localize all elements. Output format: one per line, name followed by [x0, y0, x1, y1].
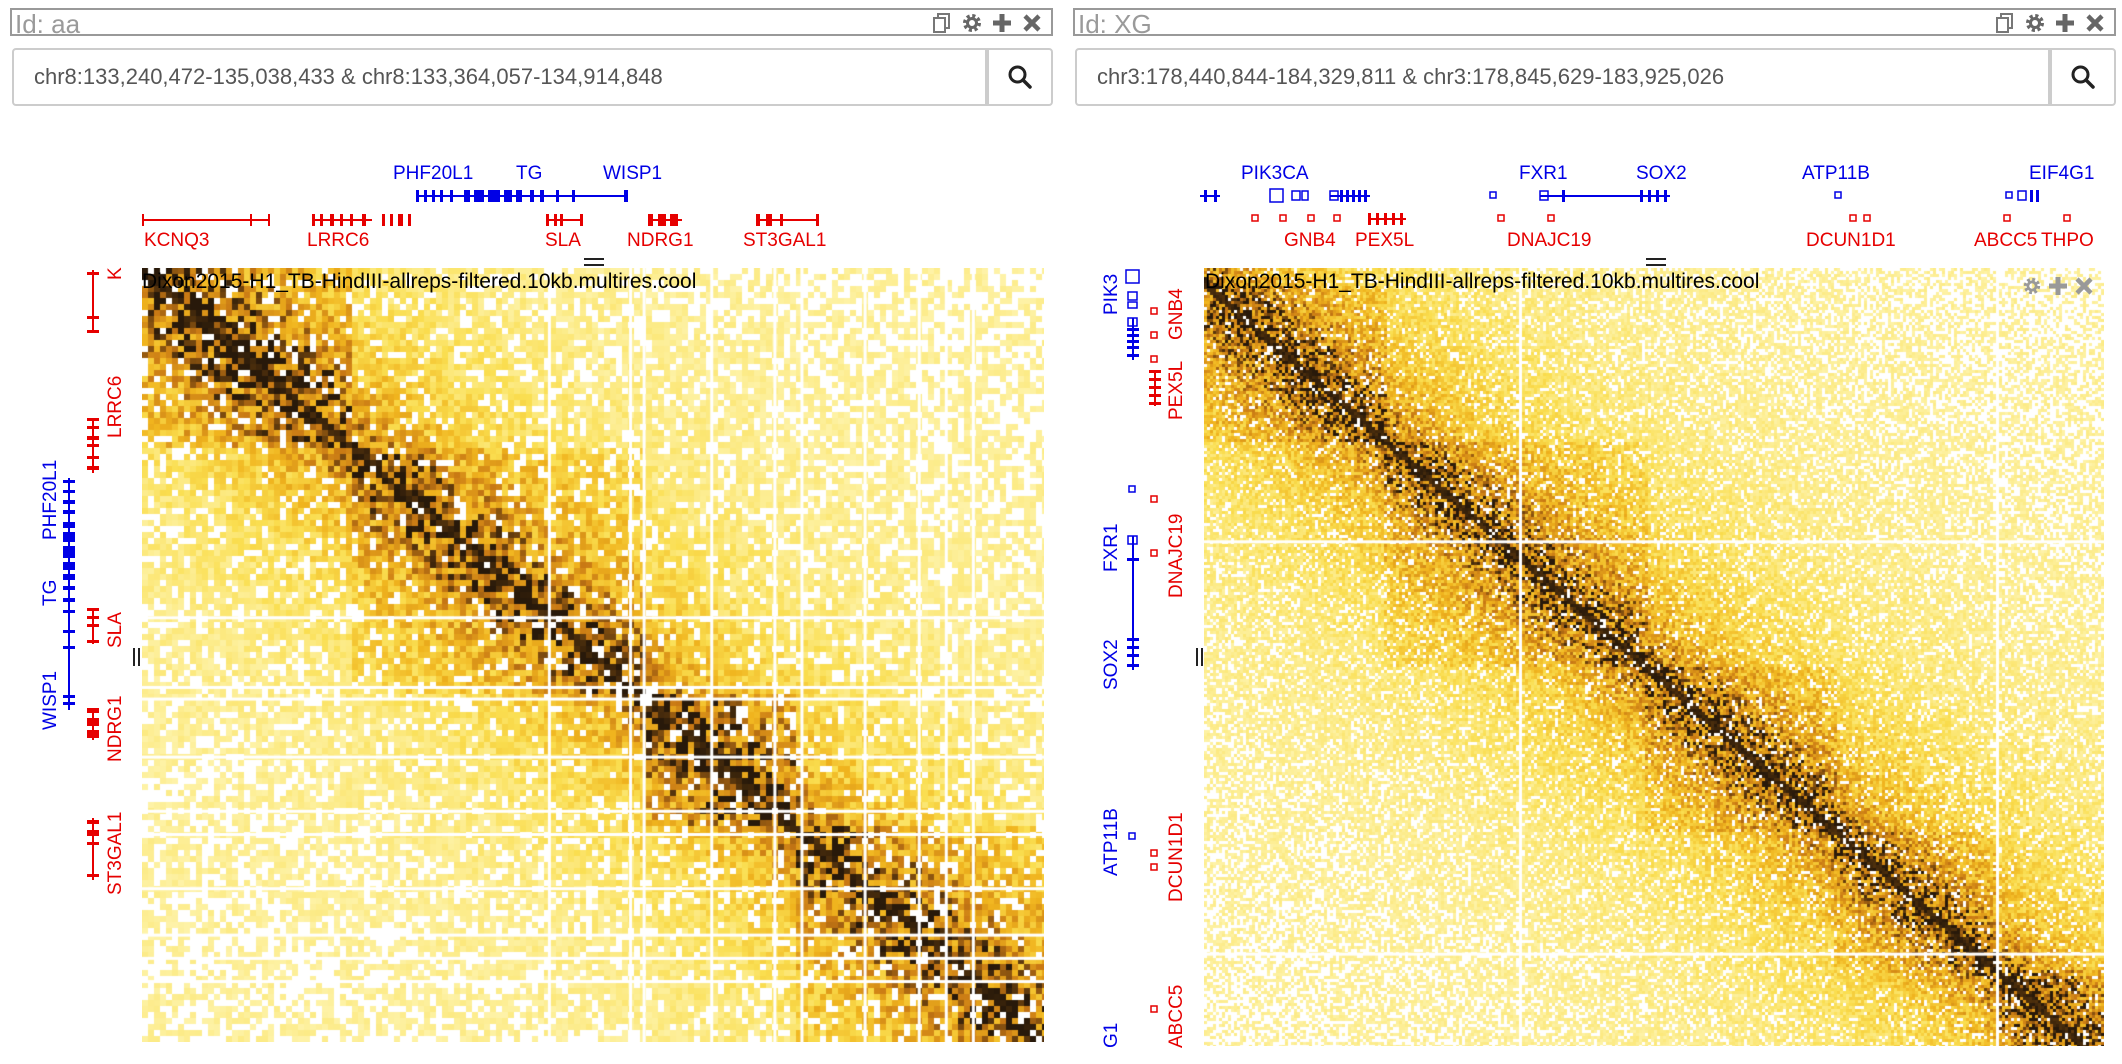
view-id-label: Id: aa [15, 9, 81, 39]
gene-label: PIK3CA [1241, 163, 1309, 184]
gene-label: EIF4G1 [2029, 163, 2095, 184]
top-gene-red-bars [142, 214, 819, 226]
plus-icon[interactable] [991, 12, 1013, 34]
gene-label: WISP1 [603, 163, 663, 184]
resize-handle-vertical[interactable] [138, 648, 140, 666]
gene-label: PHF20L1 [393, 163, 474, 184]
track-controls [2022, 276, 2094, 301]
top-gene-blue-bars [416, 190, 628, 202]
resize-handle-vertical[interactable] [1201, 648, 1203, 666]
resize-handle-vertical[interactable] [1196, 648, 1198, 666]
resize-handle-horizontal[interactable] [1646, 258, 1666, 260]
location-search-box[interactable] [12, 48, 987, 106]
gene-label: SLA [105, 612, 126, 648]
gene-label: ABCC5 [1166, 984, 1187, 1048]
gene-label: PEX5L [1355, 230, 1415, 251]
left-gene-blue-bars [63, 478, 75, 710]
gene-label: ABCC5 [1974, 230, 2038, 251]
gene-label: LRRC6 [307, 230, 370, 251]
heatmap-track[interactable]: Dixon2015-H1_TB-HindIII-allreps-filtered… [1204, 268, 2104, 1046]
gear-icon[interactable] [2024, 12, 2046, 34]
gene-label: NDRG1 [105, 695, 126, 762]
gene-label: DCUN1D1 [1806, 230, 1896, 251]
left-gene-red-bars [87, 270, 99, 880]
gene-label: THPO [2041, 230, 2094, 251]
gene-label: PEX5L [1166, 360, 1187, 420]
gene-label: ST3GAL1 [105, 811, 126, 895]
location-input[interactable] [1077, 50, 2048, 104]
gear-icon[interactable] [961, 12, 983, 34]
resize-handle-horizontal[interactable] [584, 264, 604, 266]
gene-label: DNAJC19 [1166, 513, 1187, 598]
close-icon[interactable] [1021, 12, 1043, 34]
gene-label: ATP11B [1101, 808, 1122, 876]
gene-label: DCUN1D1 [1166, 812, 1187, 902]
left-gene-red-bars [1149, 307, 1161, 1013]
top-gene-red-bars [1251, 213, 2071, 225]
gene-label: SLA [545, 230, 581, 251]
gene-label: ST3GAL1 [743, 230, 827, 251]
gene-label: GNB4 [1284, 230, 1336, 251]
heatmap-canvas[interactable] [1204, 268, 2104, 1046]
gene-label: LRRC6 [105, 375, 126, 438]
close-icon[interactable] [2074, 276, 2094, 301]
resize-handle-horizontal[interactable] [584, 258, 604, 260]
gene-label: DNAJC19 [1507, 230, 1592, 251]
gene-label: ATP11B [1802, 163, 1870, 184]
gene-label: WISP1 [40, 670, 61, 730]
view-id-label: Id: XG [1078, 9, 1152, 39]
resize-handle-horizontal[interactable] [1646, 264, 1666, 266]
heatmap-canvas[interactable] [142, 268, 1044, 1042]
gene-label: G1 [1101, 1022, 1122, 1048]
gear-icon[interactable] [2022, 276, 2042, 301]
gene-label: NDRG1 [627, 230, 694, 251]
view-id-bar: Id: aa [10, 8, 1053, 39]
gene-label: KCNQ3 [144, 230, 210, 251]
gene-label: TG [516, 163, 543, 184]
gene-label: GNB4 [1166, 288, 1187, 340]
resize-handle-vertical[interactable] [133, 648, 135, 666]
heatmap-title: Dixon2015-H1_TB-HindIII-allreps-filtered… [1205, 270, 1760, 293]
view-id-bar: Id: XG [1073, 8, 2116, 39]
gene-label: SOX2 [1101, 639, 1122, 690]
gene-label: TG [40, 579, 61, 606]
location-input[interactable] [14, 50, 985, 104]
close-icon[interactable] [2084, 12, 2106, 34]
plus-icon[interactable] [2054, 12, 2076, 34]
search-icon [1008, 65, 1032, 89]
left-gene-blue-bars [1125, 269, 1140, 840]
heatmap-title: Dixon2015-H1_TB-HindIII-allreps-filtered… [142, 270, 697, 293]
search-button[interactable] [2050, 48, 2116, 106]
copy-icon[interactable] [931, 12, 953, 34]
gene-label: PHF20L1 [40, 459, 61, 540]
copy-icon[interactable] [1994, 12, 2016, 34]
search-button[interactable] [987, 48, 1053, 106]
gene-label: SOX2 [1636, 163, 1687, 184]
gene-label: K [105, 267, 126, 280]
plus-icon[interactable] [2048, 276, 2068, 301]
location-search-box[interactable] [1075, 48, 2050, 106]
top-gene-blue-bars [1200, 188, 2039, 203]
gene-label: FXR1 [1519, 163, 1568, 184]
gene-label: PIK3 [1101, 273, 1122, 315]
gene-label: FXR1 [1101, 523, 1122, 572]
search-icon [2071, 65, 2095, 89]
heatmap-track[interactable]: Dixon2015-H1_TB-HindIII-allreps-filtered… [142, 268, 1044, 1042]
